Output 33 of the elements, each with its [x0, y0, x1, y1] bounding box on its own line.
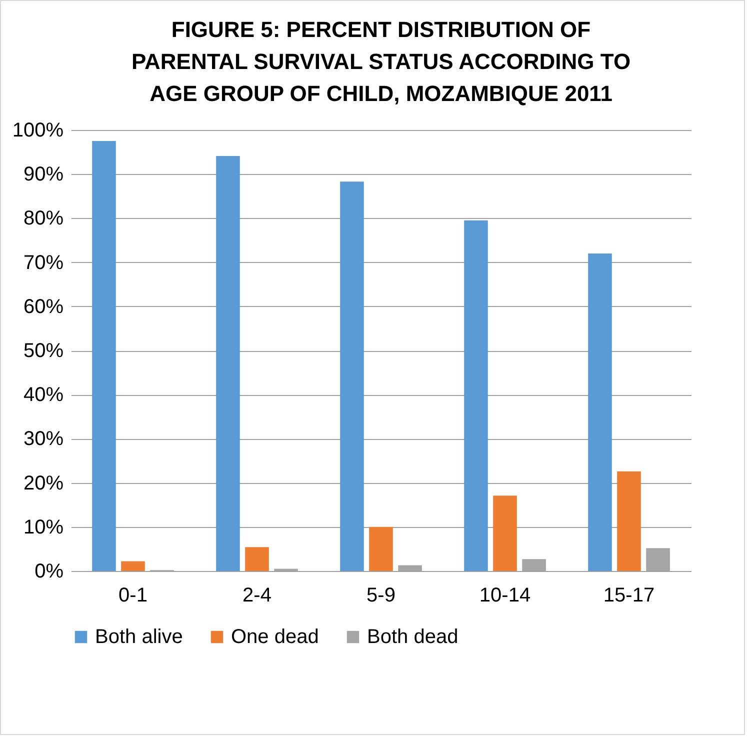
- y-tick-label: 80%: [23, 208, 64, 230]
- x-tick-label: 0-1: [118, 584, 148, 606]
- bar: [245, 547, 269, 571]
- bar: [617, 471, 641, 571]
- bar: [464, 220, 488, 571]
- bar: [646, 548, 670, 571]
- legend-label: Both dead: [367, 626, 458, 648]
- y-tick-label: 70%: [23, 252, 64, 274]
- y-tick-label: 20%: [23, 472, 64, 494]
- legend-label: One dead: [231, 626, 319, 648]
- y-tick-label: 90%: [23, 164, 64, 186]
- bar: [369, 526, 393, 571]
- y-tick-label: 30%: [23, 428, 64, 450]
- x-tick-label: 10-14: [479, 584, 531, 606]
- bar: [216, 156, 240, 571]
- y-tick-label: 40%: [23, 384, 64, 406]
- x-tick-label: 5-9: [366, 584, 396, 606]
- chart-title: FIGURE 5: PERCENT DISTRIBUTION OF PARENTAL SURVIVAL STATUS ACCORDING TO AGE GROUP OF CHILD, MOZAMBIQUE 2011: [131, 17, 631, 106]
- bar: [588, 253, 612, 571]
- bar: [493, 496, 517, 571]
- legend-label: Both alive: [95, 626, 183, 648]
- y-tick-label: 0%: [34, 560, 64, 582]
- x-tick-label: 2-4: [242, 584, 272, 606]
- bar: [340, 182, 364, 571]
- y-tick-label: 50%: [23, 340, 64, 362]
- y-tick-label: 60%: [23, 296, 64, 318]
- y-tick-label: 10%: [23, 516, 64, 538]
- bar: [121, 561, 145, 571]
- bar: [398, 565, 422, 571]
- bar: [92, 141, 116, 571]
- y-tick-label: 100%: [12, 120, 64, 142]
- x-tick-label: 15-17: [603, 584, 655, 606]
- bar: [522, 559, 546, 571]
